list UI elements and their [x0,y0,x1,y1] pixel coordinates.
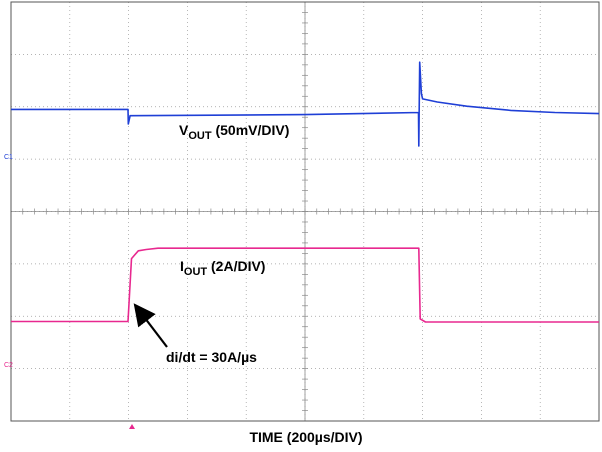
channel-2-tag: C2 [4,362,13,369]
channel-1-tag: C1 [4,154,13,161]
iout-series-label: IOUT (2A/DIV) [180,258,265,278]
trace-layer [11,61,600,323]
iout-label-scale: (2A/DIV) [207,258,265,274]
vout-series-label: VOUT (50mV/DIV) [179,122,289,142]
trigger-marker [129,424,135,429]
plot-frame [10,1,600,422]
plot-grid [10,1,600,422]
didt-annotation-arrow [133,303,168,348]
iout-label-main: I [180,258,184,274]
vout-trace [11,61,600,147]
vout-label-scale: (50mV/DIV) [212,122,290,138]
vout-label-main: V [179,122,189,138]
vout-label-subscript: OUT [188,130,212,142]
iout-label-subscript: OUT [184,266,208,278]
iout-trace [11,247,599,323]
x-axis-label: TIME (200µs/DIV) [249,429,362,445]
didt-annotation-text: di/dt = 30A/µs [166,349,257,365]
